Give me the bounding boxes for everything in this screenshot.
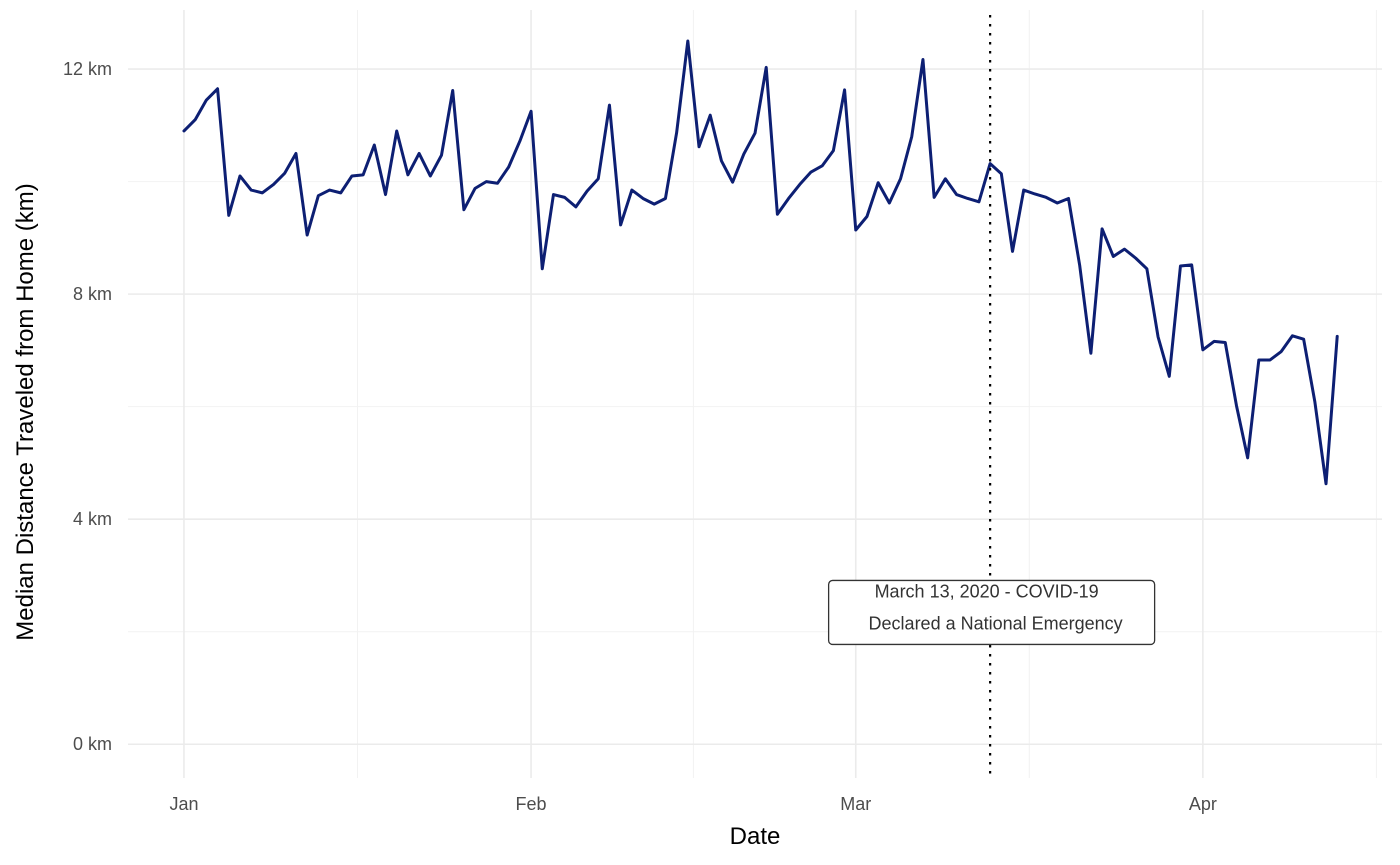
y-tick-labels: 0 km 4 km 8 km 12 km (63, 59, 112, 754)
x-tick-label: Mar (840, 794, 871, 814)
y-axis-title: Median Distance Traveled from Home (km) (12, 183, 39, 640)
x-tick-label: Apr (1189, 794, 1217, 814)
x-axis-title: Date (730, 823, 781, 850)
x-tick-labels: Jan Feb Mar Apr (169, 794, 1216, 814)
y-tick-label: 4 km (73, 509, 112, 529)
x-tick-label: Feb (516, 794, 547, 814)
y-tick-label: 12 km (63, 59, 112, 79)
major-y-gridlines (128, 68, 1382, 746)
y-tick-label: 8 km (73, 284, 112, 304)
y-tick-label: 0 km (73, 734, 112, 754)
annotation-line-2: Declared a National Emergency (869, 613, 1123, 633)
emergency-annotation-label: March 13, 2020 - COVID-19 Declared a Nat… (827, 579, 1156, 646)
major-x-gridlines (183, 10, 1204, 778)
minor-y-gridlines (128, 181, 1382, 633)
annotation-line-1: March 13, 2020 - COVID-19 (875, 581, 1099, 601)
annotation-box (827, 579, 1156, 646)
median-distance-series-line (182, 39, 1339, 486)
x-tick-label: Jan (169, 794, 198, 814)
minor-x-gridlines (357, 10, 1377, 778)
